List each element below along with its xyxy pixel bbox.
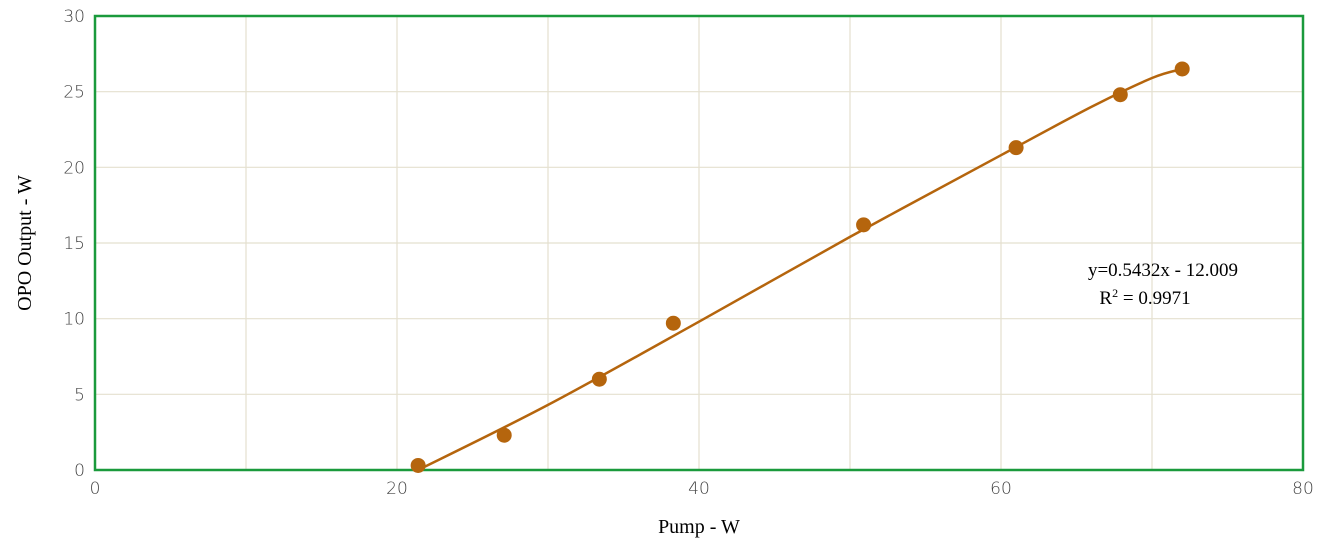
- data-point: [665, 315, 681, 331]
- y-tick-label: 10: [63, 310, 85, 330]
- data-point: [1174, 61, 1190, 77]
- x-tick-label: 40: [688, 479, 710, 499]
- y-tick-label: 30: [63, 7, 85, 27]
- y-tick-label: 5: [74, 385, 85, 405]
- data-point: [496, 427, 512, 443]
- plot-frame: [93, 14, 1305, 472]
- data-point: [591, 371, 607, 387]
- r-squared-label: R2 = 0.9971: [1099, 286, 1190, 309]
- x-tick-label: 60: [990, 479, 1012, 499]
- x-tick-label: 0: [90, 479, 101, 499]
- x-axis-title: Pump - W: [658, 516, 740, 538]
- data-point: [410, 457, 426, 473]
- y-axis-title: OPO Output - W: [14, 175, 36, 311]
- data-point: [1112, 87, 1128, 103]
- data-point: [856, 217, 872, 233]
- tick-labels: 0 20 40 60 80 0 5 10 15 20 25 30: [63, 7, 1313, 499]
- y-tick-label: 25: [63, 83, 85, 103]
- x-tick-label: 20: [386, 479, 408, 499]
- grid-lines: [95, 16, 1303, 470]
- data-point: [1008, 140, 1024, 156]
- y-tick-label: 0: [74, 461, 85, 481]
- data-points: [410, 61, 1190, 473]
- fit-equation: y=0.5432x - 12.009: [1088, 260, 1238, 281]
- y-tick-label: 20: [63, 158, 85, 178]
- x-tick-label: 80: [1292, 479, 1314, 499]
- trend-line: [417, 67, 1183, 472]
- y-tick-label: 15: [63, 234, 85, 254]
